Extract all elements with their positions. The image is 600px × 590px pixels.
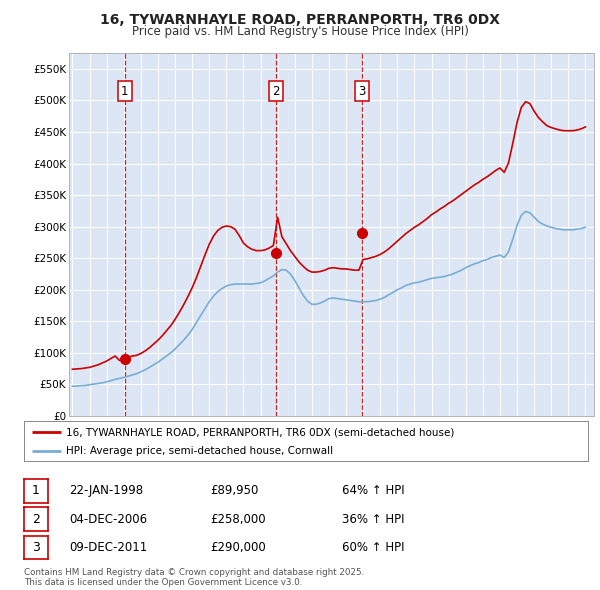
Text: Contains HM Land Registry data © Crown copyright and database right 2025.
This d: Contains HM Land Registry data © Crown c… (24, 568, 364, 587)
Text: 1: 1 (121, 85, 128, 98)
Text: 09-DEC-2011: 09-DEC-2011 (69, 541, 147, 554)
Text: 1: 1 (32, 484, 40, 497)
Text: 04-DEC-2006: 04-DEC-2006 (69, 513, 147, 526)
Text: 2: 2 (32, 513, 40, 526)
Text: 3: 3 (32, 541, 40, 554)
Text: 60% ↑ HPI: 60% ↑ HPI (342, 541, 404, 554)
Text: HPI: Average price, semi-detached house, Cornwall: HPI: Average price, semi-detached house,… (66, 445, 334, 455)
Text: 16, TYWARNHAYLE ROAD, PERRANPORTH, TR6 0DX: 16, TYWARNHAYLE ROAD, PERRANPORTH, TR6 0… (100, 13, 500, 27)
Text: £89,950: £89,950 (210, 484, 259, 497)
Text: 2: 2 (272, 85, 280, 98)
Text: 36% ↑ HPI: 36% ↑ HPI (342, 513, 404, 526)
Text: Price paid vs. HM Land Registry's House Price Index (HPI): Price paid vs. HM Land Registry's House … (131, 25, 469, 38)
Text: £258,000: £258,000 (210, 513, 266, 526)
Text: 3: 3 (358, 85, 366, 98)
Text: 16, TYWARNHAYLE ROAD, PERRANPORTH, TR6 0DX (semi-detached house): 16, TYWARNHAYLE ROAD, PERRANPORTH, TR6 0… (66, 427, 455, 437)
Text: 22-JAN-1998: 22-JAN-1998 (69, 484, 143, 497)
Text: £290,000: £290,000 (210, 541, 266, 554)
Text: 64% ↑ HPI: 64% ↑ HPI (342, 484, 404, 497)
